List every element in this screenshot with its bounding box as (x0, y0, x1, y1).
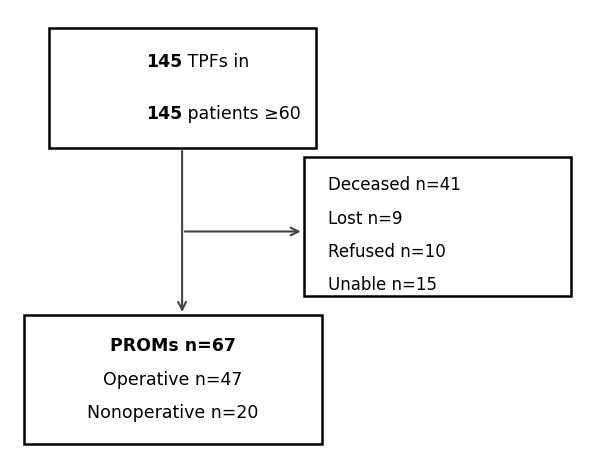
Text: Refused n=10: Refused n=10 (328, 243, 446, 261)
Text: Lost n=9: Lost n=9 (328, 210, 402, 227)
Bar (24, 315, 322, 444)
Bar (49, 28, 316, 148)
Text: patients ≥60: patients ≥60 (182, 105, 301, 123)
Text: PROMs n=67: PROMs n=67 (110, 338, 236, 355)
Text: Operative n=47: Operative n=47 (103, 371, 243, 388)
Text: Deceased n=41: Deceased n=41 (328, 176, 461, 194)
Text: 145: 145 (146, 105, 182, 123)
Text: TPFs in: TPFs in (182, 53, 249, 71)
Text: Nonoperative n=20: Nonoperative n=20 (87, 404, 259, 422)
Bar (304, 157, 571, 296)
Text: 145: 145 (146, 53, 182, 71)
Text: Unable n=15: Unable n=15 (328, 276, 437, 294)
